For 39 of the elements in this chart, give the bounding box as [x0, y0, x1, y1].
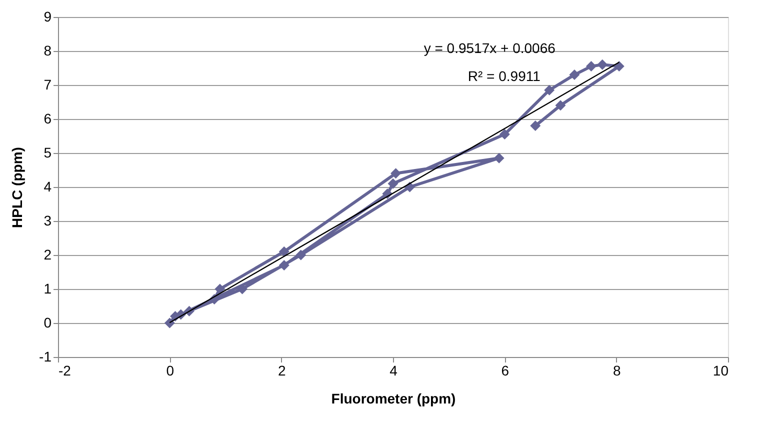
point: [278, 246, 290, 257]
x-tick-label: 2: [278, 362, 286, 378]
point: [164, 318, 175, 328]
y-tick-label: 9: [44, 8, 52, 24]
x-tick-label: 4: [390, 362, 398, 378]
point: [390, 168, 402, 179]
y-tick-label: 8: [44, 42, 52, 58]
point: [586, 61, 596, 72]
y-tick-label: 7: [44, 76, 52, 92]
y-tick-label: 1: [44, 280, 52, 296]
point: [530, 120, 541, 132]
point: [499, 129, 510, 140]
point: [237, 284, 248, 294]
y-tick-label: -1: [39, 348, 52, 364]
point: [278, 260, 290, 270]
x-tick-label: 0: [166, 362, 174, 378]
x-axis-title: Fluorometer (ppm): [331, 390, 456, 406]
point: [569, 70, 580, 80]
point: [544, 84, 555, 96]
y-tick-label: 3: [44, 212, 52, 228]
point: [614, 61, 624, 72]
point: [494, 152, 504, 164]
y-tick-label: 0: [44, 314, 52, 330]
x-tick-label: 6: [501, 362, 510, 378]
x-tick-label: -2: [58, 362, 72, 378]
point: [555, 100, 566, 111]
y-axis-title: HPLC (ppm): [9, 147, 26, 228]
annotation: y = 0.9517x + 0.0066: [424, 40, 556, 56]
x-tick-label: 10: [712, 362, 729, 378]
point: [296, 250, 306, 260]
y-tick-label: 5: [44, 144, 52, 160]
point: [388, 178, 398, 189]
y-tick-label: 2: [44, 246, 52, 262]
y-tick-label: 4: [44, 178, 52, 194]
point: [597, 59, 608, 70]
y-tick-label: 6: [44, 110, 52, 126]
annotation: R² = 0.9911: [468, 68, 541, 84]
point: [214, 284, 226, 294]
x-tick-label: 8: [612, 362, 621, 378]
